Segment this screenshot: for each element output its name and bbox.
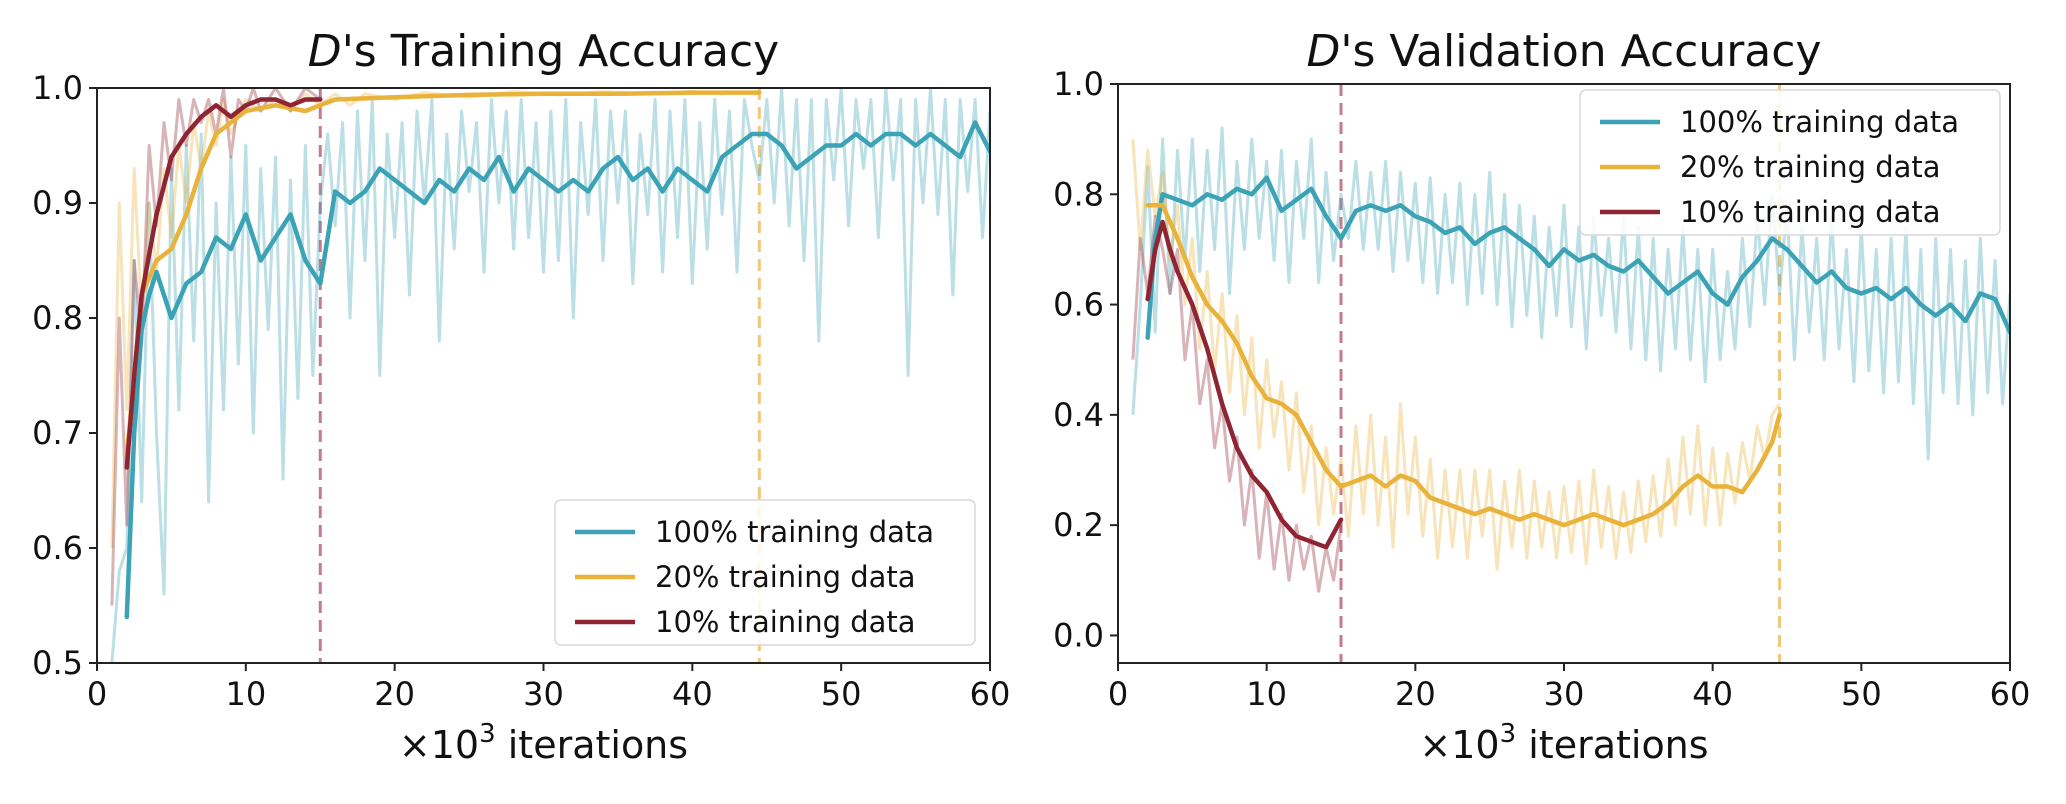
y-tick-label: 1.0	[1053, 65, 1104, 103]
series-smoothed-line-2	[124, 97, 323, 470]
chart-title-text: 's Training Accuracy	[342, 26, 780, 77]
y-tick-label: 0.5	[32, 644, 83, 682]
validation-accuracy-panel: 0 10 20 30 40 50 60 0.0 0.2 0.4 0.6 0.8 1.0 D's Valid…	[1053, 26, 2030, 767]
x-tick-label: 0	[87, 675, 107, 713]
legend: 100% training data 20% training data 10% t…	[554, 499, 976, 646]
y-tick-label: 0.8	[32, 299, 83, 337]
legend-label-2: 10% training data	[655, 605, 916, 639]
x-axis-label-prefix: ×10	[399, 723, 479, 767]
x-tick-label: 40	[672, 675, 713, 713]
x-tick-label: 0	[1108, 675, 1128, 713]
x-tick-label: 10	[225, 675, 266, 713]
x-axis-label-suffix: iterations	[496, 723, 688, 767]
chart-title: D's Validation Accuracy	[1306, 26, 1821, 77]
series-smoothed-line-2	[1145, 219, 1344, 550]
legend: 100% training data 20% training data 10% t…	[1579, 89, 2001, 236]
x-tick-label: 40	[1692, 675, 1733, 713]
x-axis-label: ×103 iterations	[399, 719, 688, 767]
series-smoothed-line-0	[124, 120, 990, 620]
x-tick-label: 50	[821, 675, 862, 713]
chart-title-prefix: D	[308, 26, 342, 77]
series-smoothed-line-0	[1145, 175, 2010, 340]
y-tick-label: 0.8	[1053, 175, 1104, 213]
y-tick-label: 0.7	[32, 414, 83, 452]
chart-title-prefix: D	[1306, 26, 1340, 77]
x-axis-label-suffix: iterations	[1516, 723, 1708, 767]
series-raw-line-0	[1131, 126, 2010, 461]
plot-area	[110, 88, 990, 663]
y-tick-label: 0.6	[32, 529, 83, 567]
x-tick-label: 60	[1990, 675, 2031, 713]
x-tick-label: 30	[1544, 675, 1585, 713]
x-tick-label: 20	[1395, 675, 1436, 713]
x-tick-label: 60	[970, 675, 1011, 713]
x-axis-label-superscript: 3	[1500, 719, 1517, 749]
series-smoothed-line-1	[1145, 203, 1782, 528]
series-raw-line-2	[1131, 214, 1343, 593]
y-tick-label: 0.2	[1053, 506, 1104, 544]
training-accuracy-panel: 0 10 20 30 40 50 60 0.5 0.6 0.7 0.8 0.9 1.0 D's Train…	[32, 26, 1010, 767]
y-tick-label: 0.4	[1053, 396, 1104, 434]
x-tick-label: 20	[374, 675, 415, 713]
plot-area	[1131, 84, 2010, 663]
x-axis-label-superscript: 3	[479, 719, 496, 749]
x-tick-label: 10	[1246, 675, 1287, 713]
y-tick-label: 0.9	[32, 184, 83, 222]
series-smoothed-line-1	[124, 90, 762, 459]
legend-label-1: 20% training data	[655, 560, 916, 594]
y-tick-label: 0.6	[1053, 286, 1104, 324]
legend-label-0: 100% training data	[655, 515, 934, 549]
legend-label-0: 100% training data	[1680, 105, 1959, 139]
legend-box	[554, 499, 976, 646]
y-tick-label: 0.0	[1053, 616, 1104, 654]
x-axis-label: ×103 iterations	[1419, 719, 1708, 767]
x-tick-label: 50	[1841, 675, 1882, 713]
legend-box	[1579, 89, 2001, 236]
chart-title: D's Training Accuracy	[308, 26, 779, 77]
y-tick-label: 1.0	[32, 69, 83, 107]
x-tick-label: 30	[523, 675, 564, 713]
x-axis-label-prefix: ×10	[1419, 723, 1499, 767]
chart-title-text: 's Validation Accuracy	[1340, 26, 1821, 77]
legend-label-2: 10% training data	[1680, 195, 1941, 229]
legend-label-1: 20% training data	[1680, 150, 1941, 184]
